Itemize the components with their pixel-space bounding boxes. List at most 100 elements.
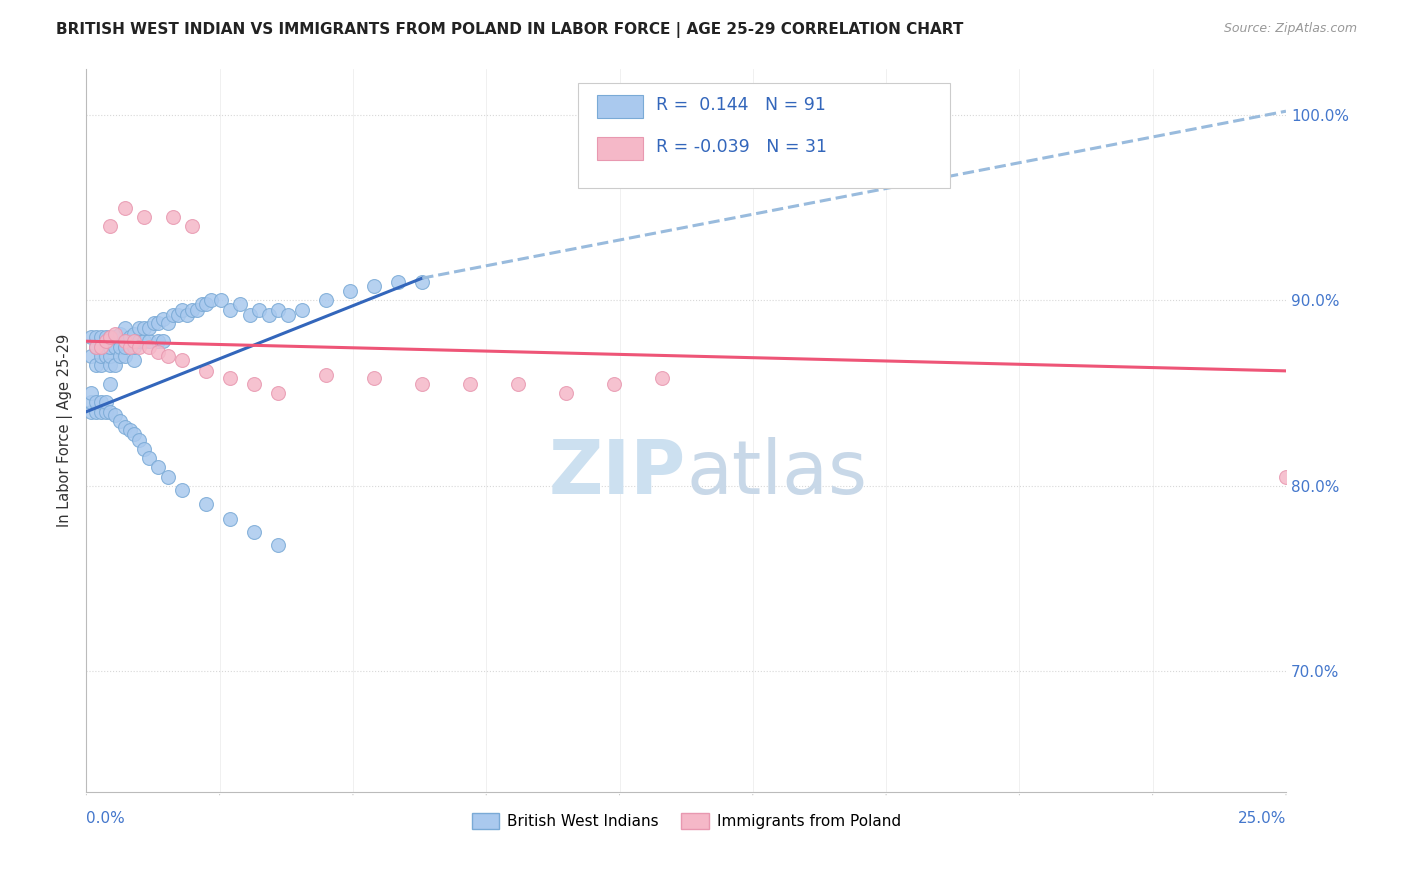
- Point: [243, 525, 266, 540]
- Point: [219, 371, 242, 385]
- Point: [108, 414, 131, 428]
- Point: [152, 312, 174, 326]
- Point: [651, 371, 673, 385]
- Point: [98, 330, 121, 344]
- Point: [339, 284, 361, 298]
- Point: [209, 293, 232, 308]
- Point: [108, 326, 131, 341]
- Point: [104, 326, 127, 341]
- Point: [80, 349, 103, 363]
- Point: [90, 340, 112, 354]
- Point: [94, 349, 117, 363]
- Point: [108, 340, 131, 354]
- Point: [128, 340, 150, 354]
- Y-axis label: In Labor Force | Age 25-29: In Labor Force | Age 25-29: [58, 334, 73, 527]
- Point: [166, 308, 188, 322]
- Text: 25.0%: 25.0%: [1237, 811, 1286, 825]
- Point: [172, 352, 194, 367]
- Point: [1275, 469, 1298, 483]
- Point: [162, 308, 184, 322]
- Point: [84, 330, 107, 344]
- Point: [90, 395, 112, 409]
- Point: [315, 293, 337, 308]
- Point: [156, 349, 179, 363]
- Point: [98, 330, 121, 344]
- Point: [411, 376, 433, 391]
- Text: atlas: atlas: [686, 437, 868, 510]
- Point: [387, 275, 409, 289]
- Point: [114, 201, 136, 215]
- Point: [138, 334, 160, 349]
- Point: [411, 275, 433, 289]
- Point: [138, 321, 160, 335]
- Point: [124, 334, 146, 349]
- Point: [243, 376, 266, 391]
- Point: [104, 340, 127, 354]
- Point: [90, 359, 112, 373]
- Text: ZIP: ZIP: [548, 437, 686, 510]
- Point: [114, 419, 136, 434]
- Point: [80, 395, 103, 409]
- Point: [200, 293, 222, 308]
- Text: R = -0.039   N = 31: R = -0.039 N = 31: [657, 138, 827, 156]
- Point: [195, 364, 218, 378]
- Point: [315, 368, 337, 382]
- Point: [172, 483, 194, 497]
- Point: [114, 340, 136, 354]
- Point: [195, 498, 218, 512]
- Point: [84, 395, 107, 409]
- Text: 0.0%: 0.0%: [86, 811, 125, 825]
- Point: [98, 219, 121, 234]
- Point: [104, 409, 127, 423]
- Point: [118, 340, 141, 354]
- Point: [98, 340, 121, 354]
- Point: [508, 376, 530, 391]
- Point: [124, 426, 146, 441]
- FancyBboxPatch shape: [578, 83, 950, 188]
- Point: [80, 386, 103, 401]
- Point: [162, 210, 184, 224]
- Point: [132, 334, 155, 349]
- Point: [181, 219, 204, 234]
- Point: [138, 340, 160, 354]
- Point: [132, 210, 155, 224]
- Point: [181, 302, 204, 317]
- Point: [128, 433, 150, 447]
- Point: [94, 405, 117, 419]
- Point: [114, 321, 136, 335]
- FancyBboxPatch shape: [598, 95, 643, 118]
- Point: [94, 340, 117, 354]
- Text: Source: ZipAtlas.com: Source: ZipAtlas.com: [1223, 22, 1357, 36]
- Point: [84, 405, 107, 419]
- Point: [108, 349, 131, 363]
- Point: [148, 460, 170, 475]
- Point: [152, 334, 174, 349]
- Point: [84, 359, 107, 373]
- Point: [128, 334, 150, 349]
- Point: [257, 308, 280, 322]
- Point: [132, 321, 155, 335]
- Point: [80, 405, 103, 419]
- Point: [94, 330, 117, 344]
- Point: [195, 297, 218, 311]
- Point: [94, 395, 117, 409]
- Point: [94, 334, 117, 349]
- Point: [148, 334, 170, 349]
- Point: [98, 405, 121, 419]
- Point: [80, 330, 103, 344]
- Point: [98, 349, 121, 363]
- Point: [219, 512, 242, 526]
- Point: [603, 376, 626, 391]
- Text: BRITISH WEST INDIAN VS IMMIGRANTS FROM POLAND IN LABOR FORCE | AGE 25-29 CORRELA: BRITISH WEST INDIAN VS IMMIGRANTS FROM P…: [56, 22, 963, 38]
- Point: [90, 330, 112, 344]
- Point: [148, 345, 170, 359]
- Point: [132, 442, 155, 456]
- Point: [98, 376, 121, 391]
- Point: [238, 308, 260, 322]
- Point: [229, 297, 252, 311]
- Point: [84, 340, 107, 354]
- Point: [247, 302, 270, 317]
- Point: [267, 302, 290, 317]
- Point: [458, 376, 481, 391]
- Point: [84, 340, 107, 354]
